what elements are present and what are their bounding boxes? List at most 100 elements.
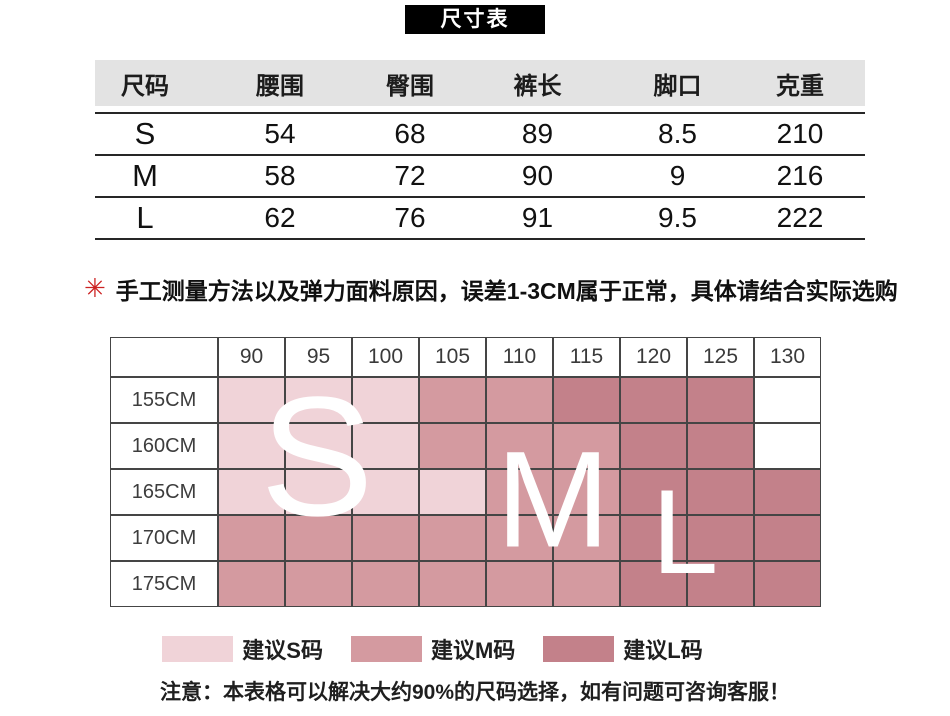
grid-cell xyxy=(218,561,285,607)
grid-cell xyxy=(285,469,352,515)
grid-cell xyxy=(419,423,486,469)
grid-cell xyxy=(553,515,620,561)
grid-row-header: 175CM xyxy=(110,561,218,607)
grid-cell xyxy=(352,377,419,423)
size-cell: M xyxy=(132,158,158,193)
legend-label: 建议M码 xyxy=(430,638,516,663)
grid-cell xyxy=(553,377,620,423)
legend-item: 建议L码 xyxy=(543,633,703,665)
waist-cell: 62 xyxy=(264,202,296,233)
grid-cell xyxy=(553,561,620,607)
grid-cell xyxy=(486,515,553,561)
grid-cell xyxy=(285,561,352,607)
grid-cell xyxy=(620,469,687,515)
table-row: L 62 76 91 9.5 222 xyxy=(95,196,865,238)
leg-opening-cell: 9 xyxy=(669,160,686,191)
legend-swatch-m xyxy=(350,636,422,662)
column-header-hip: 臀围 xyxy=(386,72,434,100)
grid-cell xyxy=(352,469,419,515)
legend-swatch-l xyxy=(543,636,615,662)
grid-cell xyxy=(285,515,352,561)
size-selection-grid: 90 95 100 105 110 115 120 125 130 155CM … xyxy=(110,337,821,607)
measurement-note: ✳ 手工测量方法以及弹力面料原因，误差1-3CM属于正常，具体请结合实际选购 xyxy=(84,272,914,306)
grid-cell xyxy=(218,423,285,469)
grid-col-header: 90 xyxy=(218,337,285,377)
grid-cell xyxy=(620,561,687,607)
grid-row-header: 165CM xyxy=(110,469,218,515)
hip-cell: 76 xyxy=(394,202,426,233)
grid-cell xyxy=(486,561,553,607)
length-cell: 91 xyxy=(521,202,554,233)
grid-col-header: 110 xyxy=(486,337,553,377)
grid-cell xyxy=(419,561,486,607)
grid-cell xyxy=(352,561,419,607)
size-cell: L xyxy=(136,200,154,235)
size-table-body: S 54 68 89 8.5 210 M 58 72 90 9 216 L 62… xyxy=(95,112,865,240)
grid-cell xyxy=(620,423,687,469)
column-header-weight: 克重 xyxy=(776,72,824,100)
table-row: M 58 72 90 9 216 xyxy=(95,154,865,196)
column-header-size: 尺码 xyxy=(121,72,169,100)
grid-cell xyxy=(352,515,419,561)
grid-cell xyxy=(553,423,620,469)
weight-cell: 222 xyxy=(776,202,824,233)
grid-cell xyxy=(218,377,285,423)
grid-row-header: 170CM xyxy=(110,515,218,561)
footer-note: 注意：本表格可以解决大约90%的尺码选择，如有问题可咨询客服！ xyxy=(159,681,791,704)
grid-cell xyxy=(687,469,754,515)
grid-cell xyxy=(620,515,687,561)
grid-col-header: 105 xyxy=(419,337,486,377)
column-header-length: 裤长 xyxy=(513,72,562,100)
legend: 建议S码 建议M码 建议L码 xyxy=(0,633,950,665)
grid-cell xyxy=(754,377,821,423)
legend-label: 建议S码 xyxy=(242,638,323,663)
grid-cell xyxy=(687,561,754,607)
grid-cell xyxy=(218,515,285,561)
hip-cell: 72 xyxy=(394,160,426,191)
grid-col-header: 95 xyxy=(285,337,352,377)
grid-cell xyxy=(218,469,285,515)
grid-cell xyxy=(754,423,821,469)
grid-cell xyxy=(754,515,821,561)
grid-cell xyxy=(419,377,486,423)
table-row: S 54 68 89 8.5 210 xyxy=(95,112,865,154)
grid-cell xyxy=(486,469,553,515)
waist-cell: 58 xyxy=(264,160,296,191)
grid-cell xyxy=(419,469,486,515)
grid-col-header: 130 xyxy=(754,337,821,377)
leg-opening-cell: 9.5 xyxy=(658,202,697,233)
grid-cell xyxy=(687,423,754,469)
grid-cell xyxy=(620,377,687,423)
grid-col-header: 115 xyxy=(553,337,620,377)
grid-row-header: 155CM xyxy=(110,377,218,423)
weight-cell: 216 xyxy=(776,160,824,191)
weight-cell: 210 xyxy=(776,118,824,149)
grid-cell xyxy=(285,423,352,469)
grid-cell xyxy=(285,377,352,423)
legend-item: 建议M码 xyxy=(350,633,516,665)
size-table-header: 尺码 腰围 臀围 裤长 脚口 克重 xyxy=(95,60,865,106)
hip-cell: 68 xyxy=(394,118,426,149)
grid-cell xyxy=(687,377,754,423)
grid-cell xyxy=(754,469,821,515)
waist-cell: 54 xyxy=(264,118,296,149)
grid-cell xyxy=(419,515,486,561)
grid-cell xyxy=(754,561,821,607)
grid-cell xyxy=(486,423,553,469)
size-cell: S xyxy=(134,116,156,151)
measurement-note-text: 手工测量方法以及弹力面料原因，误差1-3CM属于正常，具体请结合实际选购 xyxy=(115,278,898,304)
leg-opening-cell: 8.5 xyxy=(658,118,697,149)
grid-cell xyxy=(553,469,620,515)
length-cell: 89 xyxy=(521,118,554,149)
grid-cell xyxy=(486,377,553,423)
grid-col-header: 125 xyxy=(687,337,754,377)
grid-row-header: 160CM xyxy=(110,423,218,469)
legend-swatch-s xyxy=(162,636,234,662)
column-header-waist: 腰围 xyxy=(256,72,304,100)
grid-corner-cell xyxy=(110,337,218,377)
grid-cell xyxy=(352,423,419,469)
column-header-leg-opening: 脚口 xyxy=(653,72,702,100)
grid-col-header: 100 xyxy=(352,337,419,377)
grid-col-header: 120 xyxy=(620,337,687,377)
